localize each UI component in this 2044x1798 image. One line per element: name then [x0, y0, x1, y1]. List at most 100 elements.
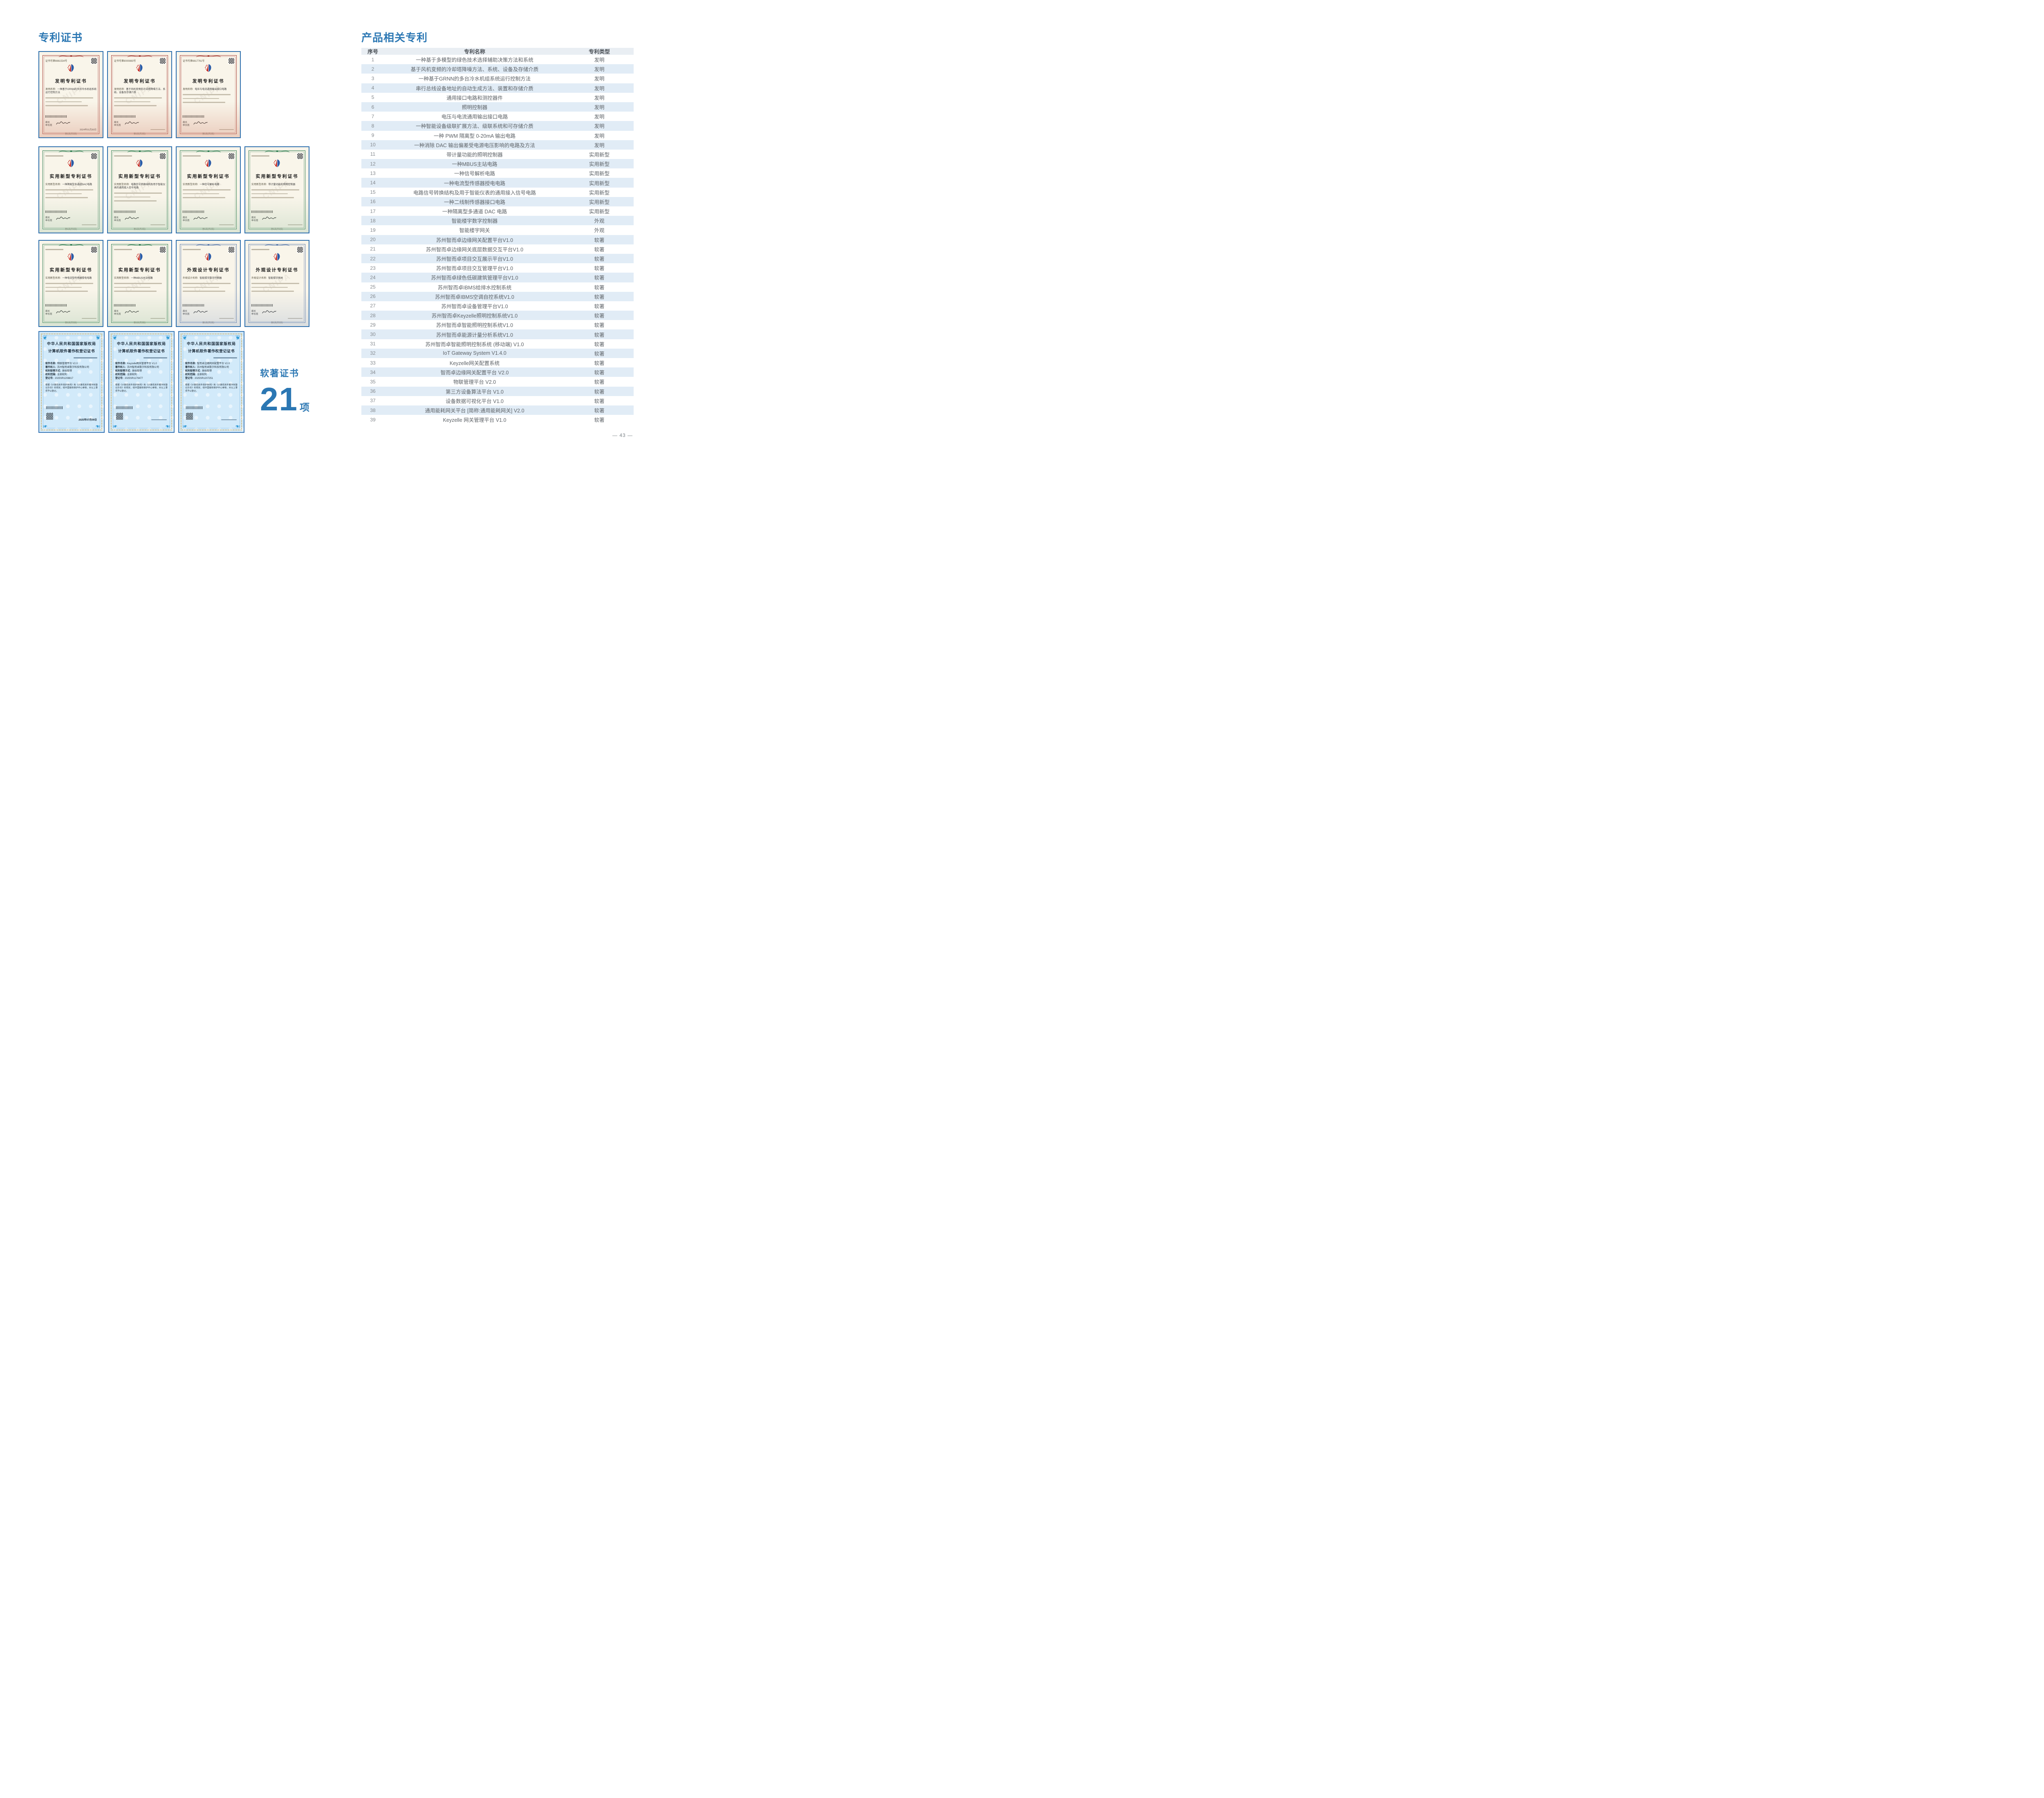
signer-labels: 局长 申长雨	[183, 217, 190, 222]
signer-title: 局长	[45, 217, 50, 219]
software-count-number: 21 项	[260, 381, 309, 417]
barcode	[183, 304, 204, 307]
certificate-field: 权利取得方式: 原始取得	[115, 369, 168, 373]
patent-name-cell: 通用接口电路和测控器件	[446, 95, 503, 101]
row-number: 6	[371, 104, 374, 110]
patent-certificate: CNIPA 证书号第8000883号 发明专利证书 发明名称: 基于风机变频的冷…	[107, 51, 172, 138]
signer-title: 局长	[251, 310, 256, 313]
software-copyright-certificate: ❦ ❦ ❧ ❧ 中华人民共和国国家版权局 计算机软件著作权登记证书 软件名称: 智…	[178, 331, 244, 433]
row-number: 35	[370, 378, 376, 385]
qr-code-icon	[186, 413, 193, 420]
patent-name-line: 外观设计名称: 智能楼宇数字控制器	[183, 277, 235, 280]
patent-name: 智能楼宇数字控制器	[199, 277, 222, 280]
certificate-fields: 软件名称: 物联管理平台 V2.0 著作权人: 苏州智而卓数字科技有限公司 权利取得方式…	[45, 362, 98, 381]
qr-code-icon	[159, 153, 166, 159]
patent-name-cell: 一种MBUS主站电路	[452, 161, 498, 168]
body-text-placeholder	[251, 283, 299, 284]
row-number: 27	[370, 303, 376, 309]
body-text-placeholder	[45, 189, 93, 190]
field-label: 著作权人:	[185, 366, 196, 369]
patent-name-cell: 一种基于多模型的绿色技术选择辅助决策方法和系统	[416, 57, 533, 63]
patent-name: 电路信号转换结构及用于智能仪表的通用接入信号电路	[114, 184, 166, 189]
signer-labels: 局长 申长雨	[45, 217, 52, 222]
patent-type-cell: 软著	[594, 237, 605, 243]
patent-name-cell: Keyzelle网关配置系统	[449, 360, 500, 367]
barcode	[183, 115, 204, 118]
cnipa-logo-icon	[204, 63, 213, 75]
patent-certificate: CNIPA 外观设计专利证书 外观设计名称: 智能楼宇网关 局长 申长雨	[244, 240, 309, 327]
certificate-field: 软件名称: 智而卓边缘网关配置平台 V2.0	[185, 362, 238, 366]
patent-name-cell: 苏州智而卓IBMS给排水控制系统	[437, 284, 512, 291]
table-row: 33 Keyzelle网关配置系统 软著	[361, 358, 634, 367]
body-text-placeholder	[251, 193, 288, 194]
signer-title: 局长	[183, 121, 188, 124]
table-row: 30 苏州智而卓能源计量分析系统V1.0 软著	[361, 329, 634, 339]
table-row: 19 智能楼宇网关 外观	[361, 225, 634, 235]
table-row: 9 一种 PWM 隔离型 0-20mA 输出电路 发明	[361, 131, 634, 140]
certificate-body: 发明名称: 一种基于GRNN的多台冷水机组系统运行控制方法	[45, 88, 97, 106]
issue-date	[150, 129, 165, 130]
field-label: 权利范围:	[185, 373, 196, 376]
field-value: 原始取得	[62, 369, 72, 372]
certificate-body: 发明名称: 基于风机变频的冷却塔降噪方法、系统、设备及存储介质	[114, 88, 166, 106]
row-number: 18	[370, 217, 376, 224]
certificate-number	[251, 155, 269, 157]
body-text-placeholder	[183, 102, 226, 103]
issue-date	[150, 224, 165, 225]
row-number: 26	[370, 293, 376, 300]
table-row: 20 苏州智而卓边缘网关配置平台V1.0 软著	[361, 235, 634, 244]
body-text-placeholder	[183, 287, 219, 288]
certificate-field: 著作权人: 苏州智而卓数字科技有限公司	[185, 366, 238, 369]
border-ornament-icon	[264, 242, 290, 249]
flourish-icon: ❧	[112, 423, 118, 430]
barcode	[45, 210, 67, 213]
patent-name-label: 发明名称:	[45, 88, 56, 91]
field-label: 软件名称:	[115, 362, 126, 365]
field-label: 权利取得方式:	[185, 369, 201, 372]
patent-name-cell: 物联管理平台 V2.0	[453, 379, 496, 385]
table-row: 15 电路信号转换结构及用于智能仪表的通用接入信号电路 实用新型	[361, 188, 634, 197]
cnipa-logo-icon	[67, 252, 76, 264]
patent-type-cell: 软著	[594, 303, 605, 309]
body-text-placeholder	[114, 287, 150, 288]
field-label: 登记号:	[115, 377, 123, 380]
patent-type-cell: 软著	[594, 266, 605, 272]
signature	[193, 215, 208, 224]
qr-code-icon	[159, 58, 166, 64]
signature	[55, 309, 71, 317]
qr-code-icon	[91, 153, 97, 159]
page-number: — 43 —	[612, 432, 633, 438]
barcode	[116, 406, 133, 409]
row-number: 30	[370, 331, 376, 338]
flourish-icon: ❦	[95, 334, 101, 341]
page-note: 第1页(共2页)	[271, 228, 283, 231]
signer-title: 局长	[183, 310, 188, 313]
signer-labels: 局长 申长雨	[251, 217, 258, 222]
count-unit: 项	[299, 402, 309, 413]
certificate-title: 实用新型专利证书	[118, 174, 161, 179]
field-label: 登记号:	[185, 377, 193, 380]
table-row: 24 苏州智而卓绿色低碳建筑管理平台V1.0 软著	[361, 273, 634, 282]
patent-type-cell: 软著	[594, 246, 605, 253]
cnipa-logo-icon	[135, 159, 144, 170]
certificate-title: 外观设计专利证书	[187, 268, 230, 273]
signer-name: 申长雨	[183, 124, 190, 127]
certificate-title: 计算机软件著作权登记证书	[118, 349, 165, 353]
body-text-placeholder	[114, 97, 162, 99]
border-ornament-icon	[195, 242, 222, 249]
certificate-title: 实用新型专利证书	[118, 268, 161, 273]
body-text-placeholder	[183, 94, 231, 95]
patent-name-cell: 苏州智而卓项目交互管理平台V1.0	[436, 266, 513, 272]
patent-type-cell: 外观	[594, 218, 605, 224]
certificate-number-placeholder	[143, 357, 167, 358]
certificate-field: 软件名称: Keyzelle网关管理平台 V1.0	[115, 362, 168, 366]
count-value: 21	[260, 381, 298, 417]
patent-type-cell: 发明	[594, 142, 605, 148]
table-row: 29 苏州智而卓智能照明控制系统V1.0 软著	[361, 320, 634, 329]
signature-block: 局长 申长雨	[183, 120, 208, 128]
table-body: 1 一种基于多模型的绿色技术选择辅助决策方法和系统 发明 2 基于风机变频的冷却…	[361, 55, 634, 424]
row-number: 12	[370, 161, 376, 167]
certificate-field: 权利取得方式: 原始取得	[45, 369, 98, 373]
patent-name-cell: 电压与电流通用输出接口电路	[441, 114, 508, 120]
certificate-number-placeholder	[74, 357, 97, 358]
